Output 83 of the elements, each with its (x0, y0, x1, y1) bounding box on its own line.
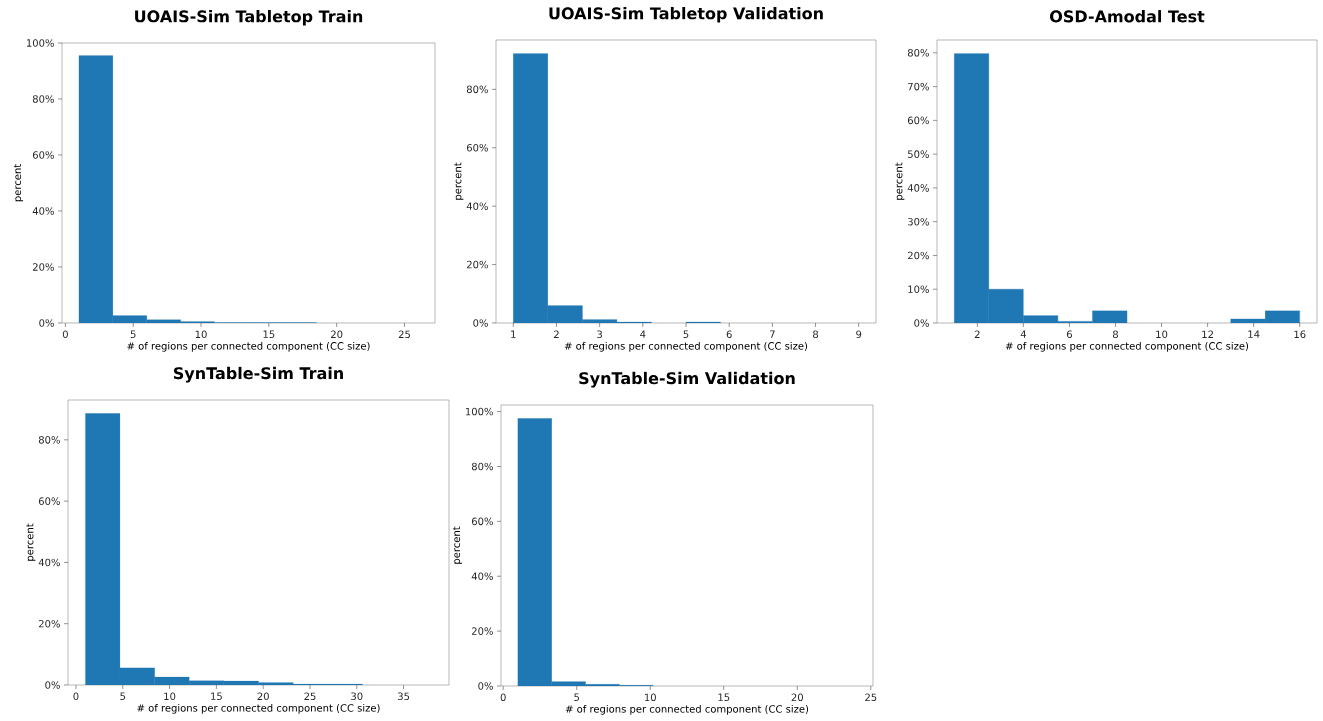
x-tick-label: 1 (511, 330, 516, 338)
x-tick-label: 25 (304, 692, 316, 701)
x-tick-label: 15 (718, 693, 730, 701)
x-tick-label: 30 (351, 692, 363, 701)
x-tick-label: 2 (974, 330, 980, 338)
x-tick-label: 10 (164, 692, 176, 701)
y-tick-label: 40% (471, 572, 493, 581)
x-tick-label: 10 (195, 330, 207, 339)
y-tick-label: 20% (32, 263, 54, 271)
y-tick-label: 60% (466, 143, 488, 152)
y-tick-label: 80% (38, 436, 60, 444)
x-tick-label: 6 (726, 330, 732, 339)
x-axis-title: # of regions per connected component (CC size) (564, 341, 808, 352)
x-tick-label: 4 (1020, 330, 1026, 338)
x-tick-label: 5 (574, 693, 580, 701)
y-tick-label: 80% (466, 85, 488, 94)
y-tick-label: 20% (471, 627, 493, 635)
x-tick-label: 15 (211, 692, 222, 700)
x-tick-label: 20 (257, 692, 269, 701)
x-axis-title: # of regions per connected component (CC size) (127, 341, 370, 352)
x-tick-label: 35 (398, 692, 410, 701)
x-tick-label: 0 (73, 692, 79, 701)
y-axis-title: percent (452, 526, 463, 564)
x-axis-title: # of regions per connected component (CC size) (137, 703, 380, 714)
y-axis-title: percent (26, 523, 36, 561)
y-tick-label: 40% (38, 558, 60, 567)
x-tick-label: 10 (1156, 330, 1168, 339)
chart-title: UOAIS-Sim Tabletop Validation (549, 6, 823, 23)
y-tick-label: 40% (32, 207, 54, 215)
y-tick-label: 80% (32, 95, 54, 103)
x-tick-label: 4 (640, 330, 646, 338)
x-tick-label: 25 (398, 330, 410, 339)
x-tick-label: 5 (130, 330, 136, 338)
y-tick-label: 100% (26, 39, 54, 47)
x-axis-title: # of regions per connected component (CC size) (565, 704, 809, 715)
x-tick-label: 3 (597, 330, 603, 339)
y-axis-title: percent (454, 162, 464, 200)
y-axis-title: percent (13, 164, 24, 202)
x-tick-label: 8 (1112, 330, 1118, 339)
x-tick-label: 5 (683, 330, 689, 338)
y-tick-label: 60% (471, 517, 493, 526)
x-tick-label: 0 (500, 693, 506, 702)
y-tick-label: 0% (914, 319, 929, 327)
x-tick-label: 6 (1066, 330, 1072, 339)
y-tick-label: 70% (908, 82, 929, 91)
y-tick-label: 0% (39, 319, 54, 327)
x-tick-label: 20 (331, 330, 343, 339)
x-tick-label: 15 (263, 330, 275, 338)
chart-title: SynTable-Sim Train (173, 366, 343, 383)
y-tick-label: 80% (907, 49, 929, 57)
x-tick-label: 0 (62, 330, 68, 339)
x-tick-label: 25 (865, 693, 877, 702)
x-tick-label: 9 (856, 330, 862, 339)
y-axis-title: percent (895, 162, 905, 200)
x-tick-label: 20 (791, 693, 803, 702)
y-tick-label: 60% (32, 151, 54, 159)
y-tick-label: 60% (38, 497, 60, 505)
x-tick-label: 10 (644, 693, 656, 702)
x-tick-label: 16 (1294, 330, 1306, 339)
y-tick-label: 20% (38, 619, 60, 628)
y-tick-label: 0% (45, 681, 60, 689)
y-tick-label: 100% (465, 407, 493, 416)
x-tick-label: 7 (770, 330, 775, 338)
x-axis-title: # of regions per connected component (CC size) (1005, 341, 1249, 352)
chart-title: SynTable-Sim Validation (579, 371, 795, 388)
y-tick-label: 20% (907, 251, 929, 260)
y-tick-label: 0% (473, 319, 488, 327)
x-tick-label: 14 (1248, 330, 1260, 338)
y-tick-label: 30% (908, 217, 929, 226)
x-tick-label: 2 (554, 330, 559, 338)
y-tick-label: 20% (466, 260, 488, 269)
y-tick-label: 80% (471, 462, 493, 471)
chart-title: UOAIS-Sim Tabletop Train (135, 9, 363, 26)
y-tick-label: 10% (908, 285, 929, 294)
y-tick-label: 0% (478, 682, 493, 690)
y-tick-label: 40% (466, 202, 488, 210)
chart-title: OSD-Amodal Test (1050, 10, 1205, 23)
x-tick-label: 5 (120, 692, 126, 700)
x-tick-label: 12 (1202, 330, 1213, 338)
y-tick-label: 40% (907, 184, 929, 192)
y-tick-label: 60% (907, 116, 929, 125)
y-tick-label: 50% (908, 150, 929, 158)
x-tick-label: 8 (813, 330, 819, 339)
